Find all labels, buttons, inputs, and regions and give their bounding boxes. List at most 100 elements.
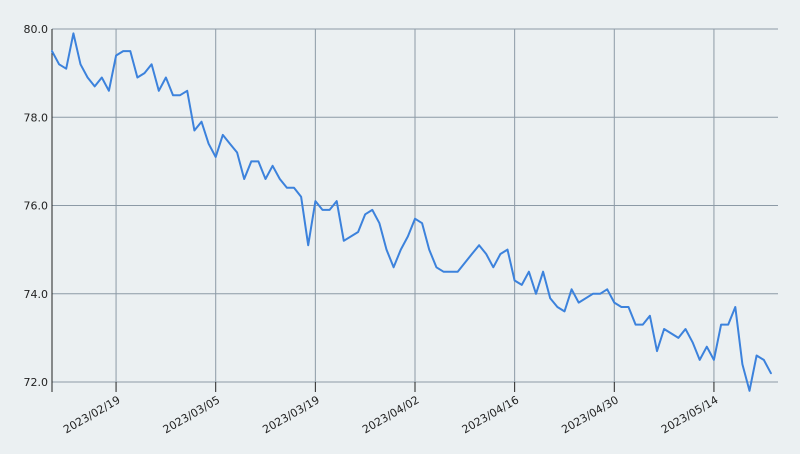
data-point [734, 306, 736, 308]
data-point [578, 301, 580, 303]
y-tick-label: 78.0 [24, 111, 49, 124]
data-point [257, 160, 259, 162]
data-point [549, 297, 551, 299]
data-point [627, 306, 629, 308]
y-tick-label: 80.0 [24, 23, 49, 36]
grid-lines [52, 28, 778, 383]
data-point [271, 165, 273, 167]
data-point [286, 187, 288, 189]
data-point [485, 253, 487, 255]
data-point [727, 323, 729, 325]
y-tick-labels: 72.0 74.0 76.0 78.0 80.0 [24, 23, 49, 389]
data-point [414, 218, 416, 220]
data-point [599, 293, 601, 295]
data-point [215, 156, 217, 158]
data-point [592, 293, 594, 295]
data-point [492, 266, 494, 268]
data-point [755, 354, 757, 356]
data-point [179, 94, 181, 96]
data-point [94, 85, 96, 87]
axes [51, 29, 715, 392]
data-point [371, 209, 373, 211]
data-point [535, 293, 537, 295]
data-point [158, 90, 160, 92]
data-point [136, 76, 138, 78]
data-point [51, 50, 53, 52]
data-point [200, 121, 202, 123]
data-point [656, 350, 658, 352]
data-point [115, 54, 117, 56]
data-point [528, 271, 530, 273]
y-tick-label: 76.0 [24, 200, 49, 213]
data-point [706, 346, 708, 348]
data-point [499, 253, 501, 255]
data-point [428, 248, 430, 250]
data-point [613, 301, 615, 303]
data-point [385, 248, 387, 250]
data-point [400, 248, 402, 250]
data-point [293, 187, 295, 189]
data-point [364, 213, 366, 215]
data-point [236, 151, 238, 153]
data-point [207, 143, 209, 145]
data-point [606, 288, 608, 290]
data-point [691, 341, 693, 343]
data-point [542, 271, 544, 273]
data-point [58, 63, 60, 65]
data-point [407, 235, 409, 237]
data-point [129, 50, 131, 52]
data-point [300, 196, 302, 198]
data-point [122, 50, 124, 52]
data-point [748, 390, 750, 392]
data-point [442, 271, 444, 273]
data-point [649, 315, 651, 317]
data-point [763, 359, 765, 361]
data-point [770, 372, 772, 374]
data-point [229, 143, 231, 145]
data-point [72, 32, 74, 34]
data-point [222, 134, 224, 136]
data-point [65, 68, 67, 70]
data-point [321, 209, 323, 211]
data-point [478, 244, 480, 246]
data-point [143, 72, 145, 74]
data-point [264, 178, 266, 180]
data-point [101, 76, 103, 78]
data-point [563, 310, 565, 312]
data-point [506, 248, 508, 250]
series-layer [51, 32, 772, 392]
data-point [471, 253, 473, 255]
data-point [79, 63, 81, 65]
series-line [51, 32, 772, 392]
y-tick-label: 74.0 [24, 288, 49, 301]
data-point [663, 328, 665, 330]
data-point [392, 266, 394, 268]
data-point [307, 244, 309, 246]
data-point [165, 76, 167, 78]
data-point [521, 284, 523, 286]
data-point [435, 266, 437, 268]
data-point [357, 231, 359, 233]
data-point [314, 200, 316, 202]
data-point [699, 359, 701, 361]
data-point [642, 323, 644, 325]
data-point [421, 222, 423, 224]
data-point [457, 271, 459, 273]
data-point [86, 76, 88, 78]
data-point [193, 129, 195, 131]
data-point [720, 323, 722, 325]
data-point [108, 90, 110, 92]
data-point [250, 160, 252, 162]
data-point [634, 323, 636, 325]
data-point [343, 240, 345, 242]
data-point [150, 63, 152, 65]
data-point [513, 279, 515, 281]
y-tick-label: 72.0 [24, 376, 49, 389]
data-point [186, 90, 188, 92]
data-point [620, 306, 622, 308]
data-point [677, 337, 679, 339]
data-point [279, 178, 281, 180]
